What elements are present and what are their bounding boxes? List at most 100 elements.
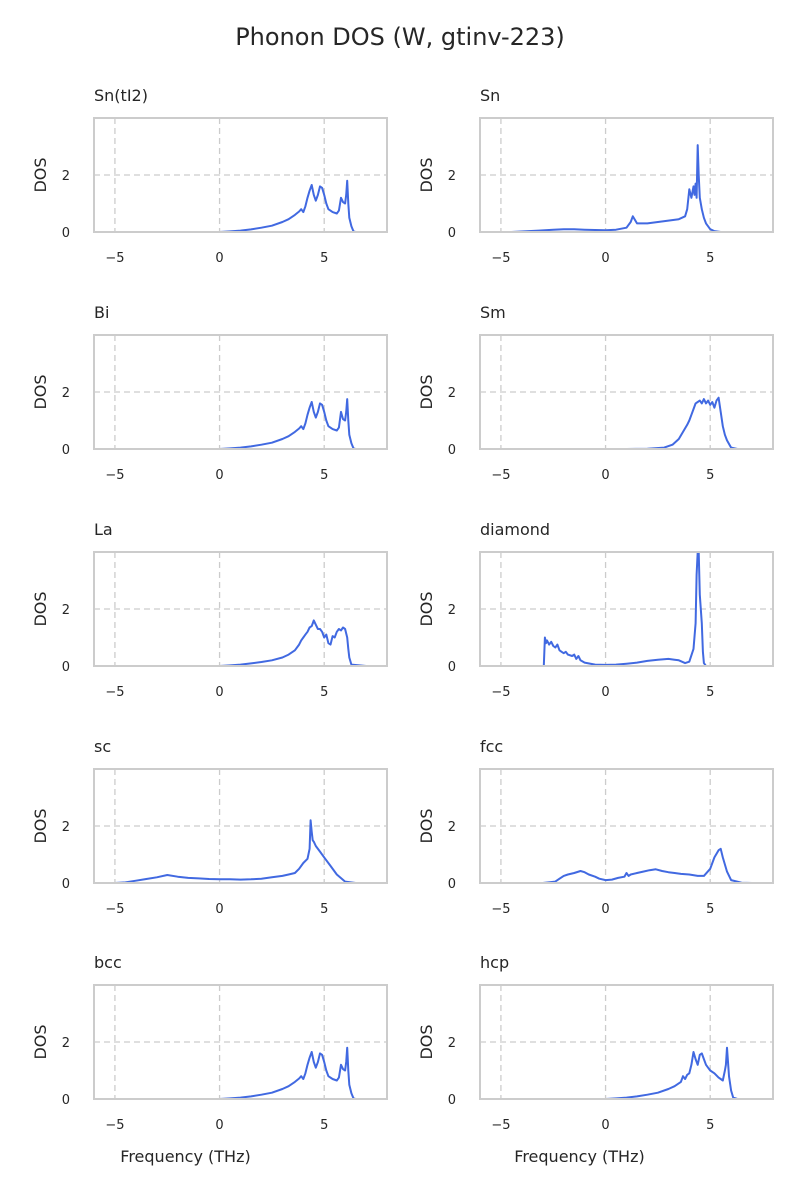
y-tick-label: 0 xyxy=(448,226,456,241)
panel-bcc: bcc −5 0 5 0 2 DOS Frequency (THz) xyxy=(31,953,388,1166)
y-tick-label: 0 xyxy=(62,660,70,675)
x-tick-label: 5 xyxy=(706,685,714,700)
y-tick-label: 0 xyxy=(62,226,70,241)
panel-fcc: fcc −5 0 5 0 2 DOS xyxy=(417,737,774,917)
y-axis-label: DOS xyxy=(417,808,436,843)
panel-title: fcc xyxy=(480,737,503,756)
y-tick-label: 0 xyxy=(448,660,456,675)
x-tick-label: 5 xyxy=(706,251,714,266)
dos-line xyxy=(542,847,753,883)
x-tick-label: −5 xyxy=(105,1118,124,1133)
y-tick-label: 2 xyxy=(448,820,456,835)
x-tick-label: 5 xyxy=(706,902,714,917)
plot-frame xyxy=(479,117,774,233)
x-tick-label: −5 xyxy=(105,251,124,266)
x-tick-label: 5 xyxy=(320,685,328,700)
y-tick-label: 0 xyxy=(62,443,70,458)
y-tick-label: 2 xyxy=(62,386,70,401)
dos-line xyxy=(114,619,367,666)
y-axis-label: DOS xyxy=(417,157,436,192)
y-tick-label: 0 xyxy=(448,443,456,458)
panel-diamond: diamond −5 0 5 0 2 DOS xyxy=(417,520,774,700)
plot-frame xyxy=(93,768,388,884)
x-tick-label: −5 xyxy=(491,468,510,483)
x-tick-label: 0 xyxy=(215,251,223,266)
panel-sn-ti2-: Sn(tI2) −5 0 5 0 2 DOS xyxy=(31,86,388,266)
panel-sn: Sn −5 0 5 0 2 DOS xyxy=(417,86,774,266)
y-tick-label: 2 xyxy=(448,386,456,401)
x-tick-label: −5 xyxy=(105,685,124,700)
dos-line xyxy=(626,396,738,449)
panel-sc: sc −5 0 5 0 2 DOS xyxy=(31,737,388,917)
y-tick-label: 2 xyxy=(62,820,70,835)
y-axis-label: DOS xyxy=(31,157,50,192)
figure-title: Phonon DOS (W, gtinv-223) xyxy=(235,23,565,51)
y-tick-label: 2 xyxy=(448,603,456,618)
x-axis-label: Frequency (THz) xyxy=(514,1147,644,1166)
x-tick-label: −5 xyxy=(105,902,124,917)
y-axis-label: DOS xyxy=(31,1024,50,1059)
plot-frame xyxy=(479,768,774,884)
x-tick-label: −5 xyxy=(491,251,510,266)
dos-line xyxy=(114,179,367,232)
y-axis-label: DOS xyxy=(31,374,50,409)
x-tick-label: 0 xyxy=(601,251,609,266)
y-axis-label: DOS xyxy=(417,1024,436,1059)
y-tick-label: 2 xyxy=(448,169,456,184)
x-tick-label: 0 xyxy=(215,468,223,483)
panel-title: hcp xyxy=(480,953,509,972)
y-axis-label: DOS xyxy=(31,591,50,626)
x-tick-label: 5 xyxy=(706,468,714,483)
x-tick-label: −5 xyxy=(491,902,510,917)
plot-frame xyxy=(93,117,388,233)
x-tick-label: 0 xyxy=(215,685,223,700)
plot-frame xyxy=(93,551,388,667)
x-tick-label: 0 xyxy=(215,1118,223,1133)
y-axis-label: DOS xyxy=(417,591,436,626)
panel-title: Sn xyxy=(480,86,500,105)
panel-title: Bi xyxy=(94,303,109,322)
panel-sm: Sm −5 0 5 0 2 DOS xyxy=(417,303,774,483)
panel-bi: Bi −5 0 5 0 2 DOS xyxy=(31,303,388,483)
dos-line xyxy=(511,144,732,232)
x-tick-label: 0 xyxy=(601,685,609,700)
x-axis-label: Frequency (THz) xyxy=(120,1147,250,1166)
y-tick-label: 0 xyxy=(62,877,70,892)
panel-title: Sm xyxy=(480,303,506,322)
panel-hcp: hcp −5 0 5 0 2 DOS Frequency (THz) xyxy=(417,953,774,1166)
dos-line xyxy=(114,1046,367,1099)
dos-line xyxy=(114,398,367,449)
y-tick-label: 2 xyxy=(62,603,70,618)
plot-frame xyxy=(93,984,388,1100)
panel-la: La −5 0 5 0 2 DOS xyxy=(31,520,388,700)
x-tick-label: 0 xyxy=(601,468,609,483)
x-tick-label: 5 xyxy=(320,468,328,483)
plot-frame xyxy=(479,551,774,667)
y-tick-label: 0 xyxy=(448,877,456,892)
y-tick-label: 0 xyxy=(62,1093,70,1108)
y-tick-label: 2 xyxy=(62,169,70,184)
panel-title: Sn(tI2) xyxy=(94,86,148,105)
x-tick-label: 5 xyxy=(320,902,328,917)
plot-frame xyxy=(479,984,774,1100)
x-tick-label: 0 xyxy=(215,902,223,917)
panel-title: bcc xyxy=(94,953,122,972)
x-tick-label: 5 xyxy=(706,1118,714,1133)
x-tick-label: −5 xyxy=(105,468,124,483)
dos-line xyxy=(114,819,356,883)
panel-title: diamond xyxy=(480,520,550,539)
x-tick-label: −5 xyxy=(491,685,510,700)
x-tick-label: 0 xyxy=(601,1118,609,1133)
panel-title: La xyxy=(94,520,113,539)
y-axis-label: DOS xyxy=(417,374,436,409)
dos-line xyxy=(500,1046,753,1099)
panel-title: sc xyxy=(94,737,111,756)
y-tick-label: 2 xyxy=(448,1036,456,1051)
y-tick-label: 2 xyxy=(62,1036,70,1051)
plot-frame xyxy=(479,334,774,450)
dos-line xyxy=(521,552,721,666)
plot-frame xyxy=(93,334,388,450)
x-tick-label: −5 xyxy=(491,1118,510,1133)
